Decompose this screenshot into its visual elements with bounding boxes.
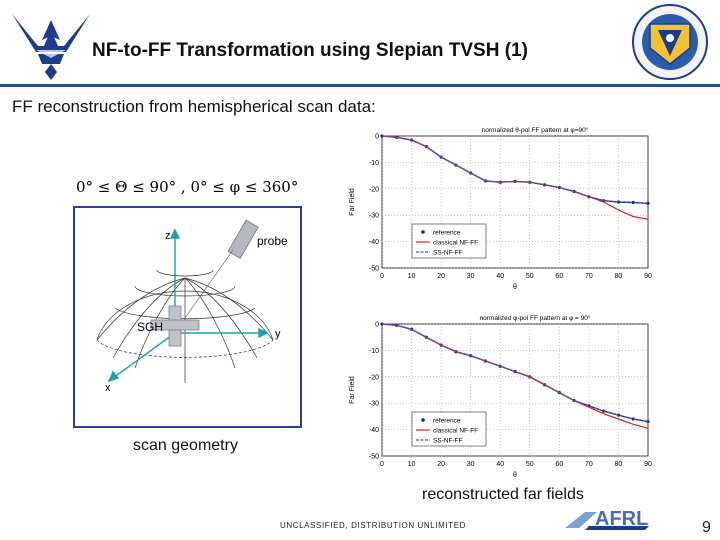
x-tick-label: 90: [644, 273, 652, 280]
x-tick-label: 20: [437, 461, 445, 468]
y-tick-label: 0: [375, 322, 379, 329]
x-tick-label: 50: [526, 273, 534, 280]
x-tick-label: 70: [585, 461, 593, 468]
y-tick-label: -10: [369, 348, 379, 355]
x-tick-label: 30: [467, 461, 475, 468]
x-axis-label: x: [105, 382, 111, 394]
x-tick-label: 40: [496, 461, 504, 468]
far-field-caption: reconstructed far fields: [422, 486, 584, 503]
legend-label: reference: [433, 230, 461, 237]
slide-title: NF-to-FF Transformation using Slepian TV…: [92, 40, 528, 61]
legend-label: classical NF-FF: [433, 428, 478, 435]
y-tick-label: -20: [369, 374, 379, 381]
y-axis-label: y: [275, 328, 281, 340]
y-axis-label: Far Field: [349, 376, 356, 404]
x-tick-label: 40: [496, 273, 504, 280]
x-tick-label: 10: [408, 461, 416, 468]
chart-title: normalized θ-pol FF pattern at φ=90°: [482, 126, 589, 134]
x-tick-label: 0: [380, 461, 384, 468]
x-tick-label: 80: [615, 461, 623, 468]
y-tick-label: -30: [369, 213, 379, 220]
y-tick-label: -40: [369, 427, 379, 434]
probe-label: probe: [257, 234, 288, 248]
x-tick-label: 80: [615, 273, 623, 280]
legend-label: classical NF-FF: [433, 240, 478, 247]
afrl-shield-emblem: [628, 2, 712, 82]
x-tick-label: 70: [585, 273, 593, 280]
x-tick-label: 90: [644, 461, 652, 468]
y-tick-label: -30: [369, 401, 379, 408]
x-tick-label: 60: [555, 273, 563, 280]
x-tick-label: 50: [526, 461, 534, 468]
x-axis-label: θ: [513, 472, 517, 479]
air-force-logo: [8, 6, 94, 82]
afrl-logo: AFRL: [565, 508, 675, 534]
legend-label: SS-NF-FF: [433, 438, 463, 445]
legend-marker: [421, 230, 425, 234]
legend-label: reference: [433, 418, 461, 425]
z-axis-label: z: [165, 230, 171, 242]
x-axis-label: θ: [513, 284, 517, 291]
chart-title: normalized φ-pol FF pattern at φ = 90°: [480, 314, 591, 322]
series-line-2: [381, 323, 649, 423]
y-tick-label: -20: [369, 186, 379, 193]
legend-box: [411, 411, 487, 447]
legend-marker: [421, 418, 425, 422]
page-number: 9: [702, 519, 711, 536]
x-tick-label: 60: [555, 461, 563, 468]
y-tick-label: -40: [369, 239, 379, 246]
scan-range-formula: 0° ≤ Θ ≤ 90° , 0° ≤ φ ≤ 360°: [76, 178, 299, 196]
x-tick-label: 30: [467, 273, 475, 280]
y-tick-label: -10: [369, 160, 379, 167]
theta-pol-ff-chart: 0 10 20 30 40 50 60 70 80 90 0 -10 -20 -30 -40 -50 norma…: [349, 126, 652, 291]
scan-geometry-figure: z y x probe SGH: [73, 206, 302, 428]
phi-pol-ff-chart: 0 10 20 30 40 50 60 70 80 90 0 -10 -20 -30 -40 -50 norma…: [349, 314, 652, 479]
reference-point: [646, 201, 650, 205]
x-tick-label: 10: [408, 273, 416, 280]
x-tick-label: 20: [437, 273, 445, 280]
sgh-label: SGH: [137, 320, 164, 334]
header-rule: [0, 84, 720, 87]
reference-point: [631, 200, 635, 205]
afrl-logo-text: AFRL: [595, 508, 648, 530]
legend-label: SS-NF-FF: [433, 250, 463, 257]
section-subtitle: FF reconstruction from hemispherical sca…: [12, 97, 376, 116]
y-tick-label: 0: [375, 134, 379, 141]
scan-geometry-caption: scan geometry: [133, 437, 238, 454]
y-tick-label: -50: [369, 454, 379, 461]
y-axis-label: Far Field: [349, 188, 356, 216]
series-line-2: [381, 135, 649, 204]
classification-footer: UNCLASSIFIED, DISTRIBUTION UNLIMITED: [280, 521, 467, 530]
y-tick-label: -50: [369, 266, 379, 273]
x-tick-label: 0: [380, 273, 384, 280]
legend-box: [411, 223, 487, 259]
